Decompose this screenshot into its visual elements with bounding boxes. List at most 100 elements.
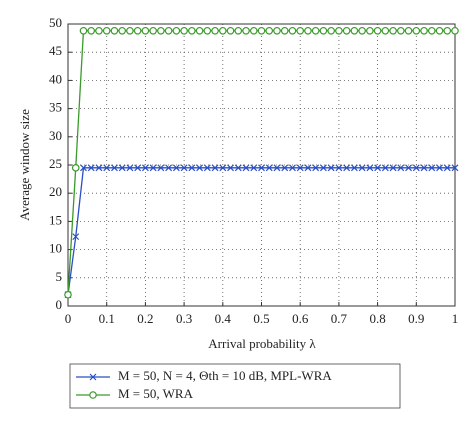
marker [366, 26, 374, 35]
legend-box [69, 363, 401, 409]
marker [180, 164, 188, 172]
marker [273, 164, 281, 172]
marker [319, 26, 328, 35]
y-tick-label: 0 [56, 297, 63, 312]
marker [289, 164, 296, 172]
marker [110, 26, 119, 35]
legend-marker [89, 391, 97, 399]
marker [133, 26, 142, 35]
marker [435, 26, 444, 35]
plot-frame [67, 23, 456, 307]
marker [420, 164, 428, 172]
marker [451, 164, 459, 172]
marker [118, 164, 126, 172]
marker [141, 164, 149, 172]
marker [443, 164, 451, 172]
legend-label: M = 50, N = 4, Θth = 10 dB, MPL-WRA [118, 368, 332, 383]
marker [87, 164, 95, 172]
marker [219, 26, 227, 35]
marker [149, 164, 157, 172]
marker [358, 26, 366, 35]
marker [102, 26, 111, 35]
x-axis-label: Arrival probability λ [208, 336, 316, 351]
marker [141, 26, 150, 35]
marker [342, 26, 351, 35]
y-tick-label: 25 [49, 156, 62, 171]
marker [188, 26, 196, 35]
marker [80, 164, 87, 172]
marker [312, 164, 320, 172]
marker [311, 26, 320, 35]
marker [188, 164, 196, 172]
marker [196, 164, 204, 172]
x-tick-label: 0.7 [331, 311, 348, 326]
marker [296, 164, 304, 172]
marker [126, 164, 134, 172]
marker [304, 164, 312, 172]
marker [195, 26, 204, 35]
marker [427, 26, 436, 35]
y-tick-label: 35 [49, 100, 62, 115]
x-tick-label: 0.9 [408, 311, 424, 326]
marker [412, 26, 421, 35]
marker [103, 164, 111, 172]
marker [335, 26, 343, 35]
marker [389, 164, 397, 172]
marker [397, 164, 405, 172]
x-tick-label: 0.4 [215, 311, 232, 326]
legend-label: M = 50, WRA [118, 386, 194, 401]
marker [203, 164, 211, 172]
marker [71, 164, 80, 172]
marker [428, 164, 436, 172]
marker [211, 164, 219, 172]
y-tick-label: 15 [49, 212, 62, 227]
marker [358, 164, 366, 172]
x-tick-label: 0.3 [176, 311, 192, 326]
marker [126, 26, 134, 35]
marker [420, 26, 428, 35]
marker [443, 26, 452, 35]
y-tick-label: 40 [49, 71, 62, 86]
marker [350, 26, 359, 35]
marker [436, 164, 443, 172]
marker [149, 26, 157, 35]
marker [249, 26, 258, 35]
marker [242, 26, 250, 35]
marker [397, 26, 405, 35]
marker [319, 164, 327, 172]
marker [366, 164, 374, 172]
marker [250, 164, 258, 172]
marker [281, 164, 289, 172]
y-axis-label: Average window size [17, 109, 32, 221]
marker [327, 26, 335, 35]
y-tick-label: 45 [49, 43, 62, 58]
y-tick-label: 20 [49, 184, 62, 199]
marker [134, 164, 142, 172]
marker [296, 26, 305, 35]
marker [211, 26, 219, 35]
marker [280, 26, 289, 35]
marker [335, 164, 343, 172]
marker [111, 164, 118, 172]
marker [118, 26, 126, 35]
marker [257, 26, 266, 35]
x-tick-label: 0.1 [99, 311, 115, 326]
marker [72, 233, 80, 241]
marker [95, 26, 103, 35]
marker [172, 164, 180, 172]
marker [381, 164, 389, 172]
marker [273, 26, 281, 35]
marker [343, 164, 351, 172]
marker [164, 26, 173, 35]
marker [373, 26, 382, 35]
marker [172, 26, 181, 35]
marker [288, 26, 297, 35]
marker [234, 26, 243, 35]
marker [165, 164, 173, 172]
x-tick-label: 0 [65, 311, 72, 326]
x-tick-label: 1 [452, 311, 459, 326]
x-tick-label: 0.6 [292, 311, 309, 326]
marker [304, 26, 312, 35]
marker [374, 164, 382, 172]
